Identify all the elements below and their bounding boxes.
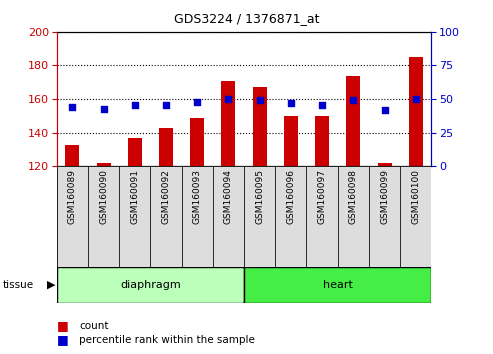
Point	[162, 102, 170, 107]
Text: GSM160097: GSM160097	[317, 170, 326, 224]
Point	[224, 96, 232, 102]
Bar	[307, 166, 338, 267]
Text: GSM160092: GSM160092	[162, 170, 171, 224]
Bar	[338, 166, 369, 267]
Bar	[88, 166, 119, 267]
Text: GDS3224 / 1376871_at: GDS3224 / 1376871_at	[174, 12, 319, 25]
Point	[69, 104, 76, 110]
Bar	[244, 166, 275, 267]
Bar	[252, 87, 267, 166]
Text: ▶: ▶	[47, 280, 55, 290]
Bar	[181, 166, 213, 267]
Point	[412, 96, 420, 102]
Bar	[190, 118, 204, 166]
Bar	[57, 267, 244, 303]
Bar	[378, 163, 391, 166]
Point	[381, 107, 388, 113]
Text: GSM160090: GSM160090	[99, 170, 108, 224]
Text: percentile rank within the sample: percentile rank within the sample	[79, 335, 255, 345]
Text: GSM160098: GSM160098	[349, 170, 358, 224]
Bar	[221, 81, 236, 166]
Bar	[150, 166, 181, 267]
Text: heart: heart	[323, 280, 352, 290]
Bar	[369, 166, 400, 267]
Text: GSM160089: GSM160089	[68, 170, 77, 224]
Point	[193, 99, 201, 105]
Text: GSM160095: GSM160095	[255, 170, 264, 224]
Bar	[284, 116, 298, 166]
Bar	[409, 57, 423, 166]
Bar	[275, 166, 307, 267]
Text: GSM160099: GSM160099	[380, 170, 389, 224]
Text: tissue: tissue	[2, 280, 34, 290]
Bar	[315, 116, 329, 166]
Bar	[57, 166, 88, 267]
Bar	[128, 138, 142, 166]
Point	[350, 98, 357, 103]
Point	[256, 98, 264, 103]
Bar	[97, 163, 110, 166]
Text: GSM160093: GSM160093	[193, 170, 202, 224]
Text: ■: ■	[57, 319, 69, 332]
Text: diaphragm: diaphragm	[120, 280, 181, 290]
Text: GSM160091: GSM160091	[130, 170, 139, 224]
Bar	[213, 166, 244, 267]
Bar	[159, 128, 173, 166]
Text: ■: ■	[57, 333, 69, 346]
Text: GSM160094: GSM160094	[224, 170, 233, 224]
Point	[287, 100, 295, 106]
Bar	[119, 166, 150, 267]
Text: GSM160100: GSM160100	[411, 170, 420, 224]
Point	[131, 102, 139, 107]
Bar	[400, 166, 431, 267]
Bar	[65, 144, 79, 166]
Text: count: count	[79, 321, 108, 331]
Bar	[346, 76, 360, 166]
Point	[318, 102, 326, 107]
Bar	[244, 267, 431, 303]
Text: GSM160096: GSM160096	[286, 170, 295, 224]
Point	[100, 106, 107, 112]
